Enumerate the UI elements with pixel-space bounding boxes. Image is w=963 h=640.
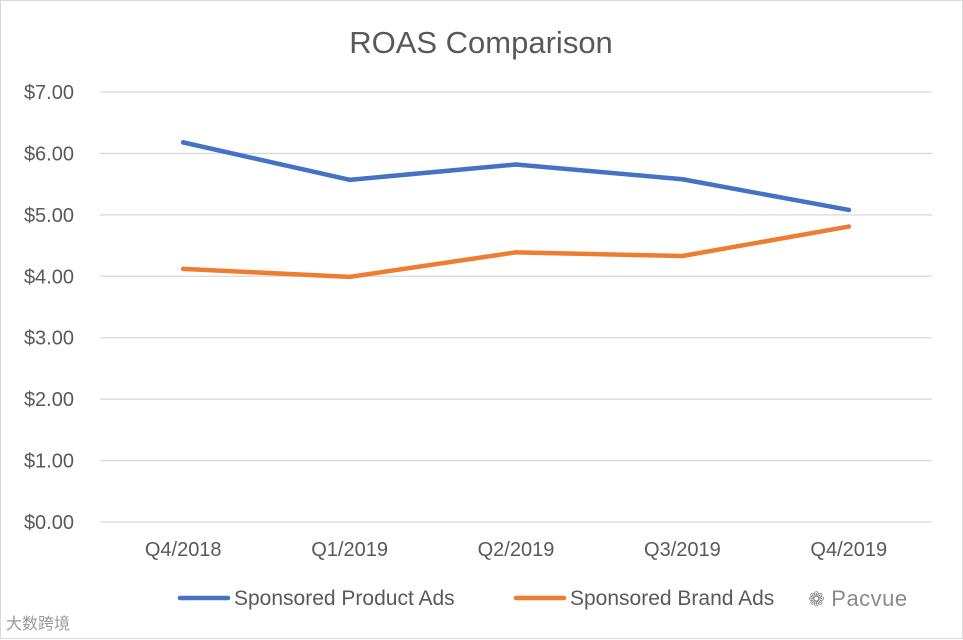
x-tick-label: Q3/2019: [644, 539, 721, 561]
legend-item: Sponsored Product Ads: [177, 587, 455, 610]
watermark-right-text: Pacvue: [831, 586, 908, 611]
y-tick-label: $1.00: [24, 451, 74, 473]
x-axis-ticks: Q4/2018 Q1/2019 Q2/2019 Q3/2019 Q4/2019: [145, 539, 887, 561]
data-point: [513, 250, 519, 255]
y-tick-label: $7.00: [24, 82, 74, 104]
legend-label: Sponsored Product Ads: [234, 587, 455, 610]
gridlines: [100, 91, 932, 523]
data-point: [347, 274, 352, 280]
x-tick-label: Q2/2019: [478, 539, 555, 561]
watermark-left: 大数跨境: [6, 610, 70, 634]
legend-item: Sponsored Brand Ads: [513, 587, 774, 610]
watermark-left-text: 大数跨境: [6, 616, 71, 633]
series-lines: [180, 140, 852, 280]
x-tick-label: Q4/2018: [145, 539, 222, 561]
y-axis-ticks: $0.00 $1.00 $2.00 $3.00 $4.00 $5.00 $6.00 $7.00: [24, 82, 74, 534]
y-tick-label: $3.00: [24, 328, 74, 350]
data-point: [846, 224, 852, 229]
data-point: [180, 140, 186, 145]
y-tick-label: $5.00: [24, 205, 74, 227]
wechat-icon: ❁: [808, 589, 826, 611]
watermark-right: ❁ Pacvue: [808, 586, 908, 612]
x-tick-label: Q4/2019: [810, 539, 887, 561]
legend-label: Sponsored Brand Ads: [570, 587, 774, 610]
y-tick-label: $4.00: [24, 266, 74, 288]
chart-title: ROAS Comparison: [349, 25, 613, 60]
y-tick-label: $6.00: [24, 143, 74, 165]
data-point: [680, 253, 685, 259]
x-tick-label: Q1/2019: [311, 539, 388, 561]
data-point: [347, 177, 352, 183]
data-point: [513, 162, 519, 167]
legend: Sponsored Product Ads Sponsored Brand Ads: [177, 587, 774, 610]
data-point: [680, 176, 685, 182]
data-point: [846, 207, 852, 213]
y-tick-label: $2.00: [24, 389, 74, 411]
y-tick-label: $0.00: [24, 512, 74, 534]
data-point: [180, 266, 186, 272]
